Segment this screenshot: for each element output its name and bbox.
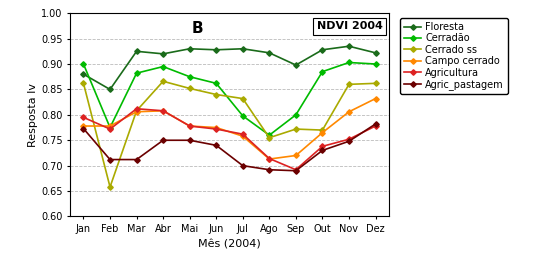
Cerradão <box>319 70 326 73</box>
Campo cerrado <box>80 124 87 128</box>
Cerradão <box>133 72 140 75</box>
Text: NDVI 2004: NDVI 2004 <box>316 21 382 31</box>
Agric_pastagem <box>80 127 87 130</box>
Campo cerrado <box>240 135 246 138</box>
Floresta <box>80 73 87 76</box>
Legend: Floresta, Cerradão, Cerrado ss, Campo cerrado, Agricultura, Agric_pastagem: Floresta, Cerradão, Cerrado ss, Campo ce… <box>400 18 508 94</box>
Text: B: B <box>192 21 204 36</box>
Floresta <box>266 51 273 54</box>
Agric_pastagem <box>133 158 140 161</box>
Floresta <box>319 48 326 51</box>
Agric_pastagem <box>372 122 379 126</box>
Campo cerrado <box>133 110 140 113</box>
Agric_pastagem <box>346 140 352 143</box>
Cerradão <box>240 114 246 117</box>
Cerrado ss <box>133 109 140 112</box>
Agricultura <box>372 124 379 128</box>
Cerradão <box>372 63 379 66</box>
Cerrado ss <box>240 97 246 100</box>
Cerrado ss <box>346 83 352 86</box>
Y-axis label: Resposta Iv: Resposta Iv <box>28 83 38 147</box>
Campo cerrado <box>319 131 326 134</box>
Floresta <box>240 47 246 50</box>
Floresta <box>346 45 352 48</box>
Campo cerrado <box>372 97 379 100</box>
Line: Agricultura: Agricultura <box>82 107 377 172</box>
Cerradão <box>266 134 273 137</box>
Cerradão <box>186 75 193 78</box>
Cerrado ss <box>213 93 219 96</box>
Agricultura <box>213 128 219 131</box>
Cerrado ss <box>293 128 299 131</box>
Campo cerrado <box>346 110 352 113</box>
Agricultura <box>293 168 299 171</box>
Cerrado ss <box>319 129 326 132</box>
Agricultura <box>133 107 140 110</box>
Agric_pastagem <box>293 169 299 172</box>
Line: Agric_pastagem: Agric_pastagem <box>82 122 377 173</box>
Agricultura <box>160 109 166 112</box>
Cerrado ss <box>266 136 273 139</box>
Floresta <box>293 63 299 67</box>
Agric_pastagem <box>240 164 246 167</box>
Line: Campo cerrado: Campo cerrado <box>82 97 377 161</box>
Cerradão <box>80 63 87 66</box>
Cerrado ss <box>160 80 166 83</box>
Campo cerrado <box>160 109 166 112</box>
Floresta <box>213 48 219 51</box>
Cerrado ss <box>372 82 379 85</box>
Agric_pastagem <box>160 139 166 142</box>
Agric_pastagem <box>107 158 113 161</box>
Campo cerrado <box>293 154 299 157</box>
Floresta <box>133 50 140 53</box>
Agric_pastagem <box>319 149 326 152</box>
Agricultura <box>107 128 113 131</box>
Agric_pastagem <box>266 168 273 171</box>
Agric_pastagem <box>186 139 193 142</box>
Cerradão <box>346 61 352 64</box>
Agricultura <box>186 124 193 128</box>
Line: Floresta: Floresta <box>82 44 377 91</box>
Cerradão <box>160 65 166 68</box>
Floresta <box>372 51 379 54</box>
Agricultura <box>319 145 326 148</box>
Agricultura <box>80 116 87 119</box>
Campo cerrado <box>266 157 273 161</box>
Line: Cerrado ss: Cerrado ss <box>82 79 377 189</box>
Cerrado ss <box>107 185 113 188</box>
Line: Cerradão: Cerradão <box>82 60 377 137</box>
Floresta <box>107 88 113 91</box>
Floresta <box>186 47 193 50</box>
Cerrado ss <box>80 82 87 85</box>
Agricultura <box>266 157 273 160</box>
Cerradão <box>293 113 299 116</box>
Cerradão <box>213 82 219 85</box>
X-axis label: Mês (2004): Mês (2004) <box>198 240 261 250</box>
Agric_pastagem <box>213 144 219 147</box>
Agricultura <box>240 133 246 136</box>
Campo cerrado <box>107 124 113 128</box>
Agricultura <box>346 138 352 141</box>
Campo cerrado <box>186 124 193 128</box>
Cerradão <box>107 126 113 129</box>
Floresta <box>160 52 166 55</box>
Campo cerrado <box>213 126 219 129</box>
Cerrado ss <box>186 87 193 90</box>
